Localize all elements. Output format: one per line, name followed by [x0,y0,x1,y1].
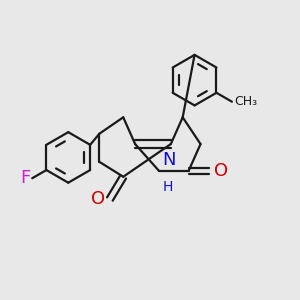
Text: O: O [91,190,105,208]
Text: F: F [20,169,31,187]
Text: CH₃: CH₃ [234,95,257,108]
Text: O: O [214,162,228,180]
Text: N: N [162,151,175,169]
Text: H: H [163,180,173,194]
